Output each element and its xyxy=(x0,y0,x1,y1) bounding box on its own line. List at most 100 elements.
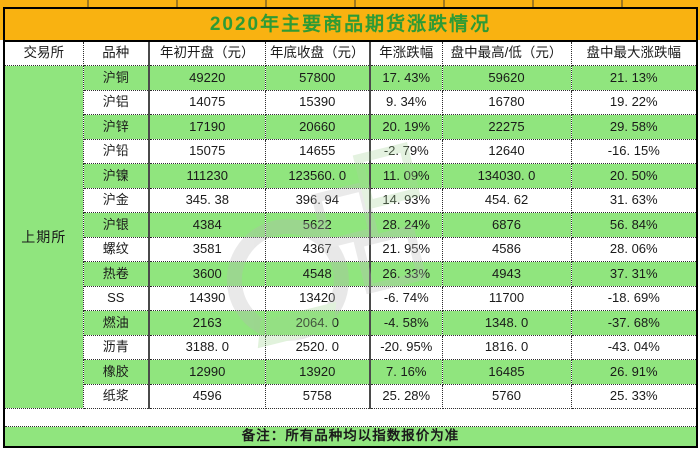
cell-open: 4384 xyxy=(148,212,266,238)
cell-intraday_high_low: 134030. 0 xyxy=(441,163,572,189)
cell-intraday_high_low: 6876 xyxy=(441,212,572,238)
cell-variety: 螺纹 xyxy=(82,236,150,262)
cell-open: 2163 xyxy=(148,310,266,336)
cell-year_change: -4. 58% xyxy=(369,310,443,336)
cell-open: 3188. 0 xyxy=(148,334,266,360)
table-row: 螺纹 3581 4367 21. 95% 4586 28. 06% xyxy=(4,236,698,262)
cell-year_change: 7. 16% xyxy=(369,359,443,385)
cell-intraday_high_low: 4586 xyxy=(441,236,572,262)
cell-open: 17190 xyxy=(148,114,266,140)
cell-year_change: 21. 95% xyxy=(369,236,443,262)
cell-variety: 沪锌 xyxy=(82,114,150,140)
table-row: 沪金 345. 38 396. 94 14. 93% 454. 62 31. 63% xyxy=(4,187,698,213)
cell-max_intraday_change: -16. 15% xyxy=(570,138,698,164)
cell-year_change: -6. 74% xyxy=(369,285,443,311)
cell-close: 396. 94 xyxy=(264,187,371,213)
cell-year_change: -20. 95% xyxy=(369,334,443,360)
spacer-cell xyxy=(3,408,698,427)
table-row: 热卷 3600 4548 26. 33% 4943 37. 31% xyxy=(4,261,698,287)
cell-year_change: 20. 19% xyxy=(369,114,443,140)
table-row: 上期所 沪铜 49220 57800 17. 43% 59620 21. 13% xyxy=(3,65,698,409)
cell-max_intraday_change: 28. 06% xyxy=(570,236,698,262)
table-note: 备注：所有品种均以指数报价为准 xyxy=(3,426,698,448)
cell-close: 57800 xyxy=(264,65,371,91)
table-row: 纸浆 4596 5758 25. 28% 5760 25. 33% xyxy=(4,383,698,409)
table-row: 沪银 4384 5622 28. 24% 6876 56. 84% xyxy=(4,212,698,238)
cell-close: 2064. 0 xyxy=(264,310,371,336)
cell-max_intraday_change: 25. 33% xyxy=(570,383,698,409)
cell-open: 49220 xyxy=(148,65,266,91)
cell-close: 4367 xyxy=(264,236,371,262)
cell-variety: 燃油 xyxy=(82,310,150,336)
note-row: 备注：所有品种均以指数报价为准 xyxy=(3,426,698,448)
cell-year_change: 26. 33% xyxy=(369,261,443,287)
cell-close: 13920 xyxy=(264,359,371,385)
table-row: 沪镍 111230 123560. 0 11. 09% 134030. 0 20. 50% xyxy=(4,163,698,189)
cell-close: 2520. 0 xyxy=(264,334,371,360)
cell-year_change: 17. 43% xyxy=(369,65,443,91)
table-row: 沪铅 15075 14655 -2. 79% 12640 -16. 15% xyxy=(4,138,698,164)
cell-open: 12990 xyxy=(148,359,266,385)
table-title: 2020年主要商品期货涨跌情况 xyxy=(3,7,698,42)
column-header-variety: 品种 xyxy=(82,40,150,66)
cell-year_change: 28. 24% xyxy=(369,212,443,238)
cell-intraday_high_low: 5760 xyxy=(441,383,572,409)
cell-variety: 沪金 xyxy=(82,187,150,213)
cell-close: 15390 xyxy=(264,89,371,115)
top-cell-ticks xyxy=(0,0,700,7)
cell-intraday_high_low: 16780 xyxy=(441,89,572,115)
cell-year_change: 14. 93% xyxy=(369,187,443,213)
cell-close: 4548 xyxy=(264,261,371,287)
header-row: 交易所 品种 年初开盘（元） 年底收盘（元） 年涨跌幅 盘中最高/低（元） 盘中… xyxy=(3,40,698,66)
cell-intraday_high_low: 1348. 0 xyxy=(441,310,572,336)
cell-close: 5622 xyxy=(264,212,371,238)
cell-max_intraday_change: 19. 22% xyxy=(570,89,698,115)
cell-max_intraday_change: 20. 50% xyxy=(570,163,698,189)
cell-year_change: 9. 34% xyxy=(369,89,443,115)
cell-max_intraday_change: 26. 91% xyxy=(570,359,698,385)
cell-intraday_high_low: 4943 xyxy=(441,261,572,287)
cell-year_change: 11. 09% xyxy=(369,163,443,189)
cell-close: 14655 xyxy=(264,138,371,164)
cell-variety: 沪铝 xyxy=(82,89,150,115)
column-header-max-intraday-change: 盘中最大涨跌幅 xyxy=(570,40,698,66)
cell-intraday_high_low: 454. 62 xyxy=(441,187,572,213)
table-row: SS 14390 13420 -6. 74% 11700 -18. 69% xyxy=(4,285,698,311)
cell-variety: 沪铜 xyxy=(82,65,150,91)
table-row: 沪铝 14075 15390 9. 34% 16780 19. 22% xyxy=(4,89,698,115)
cell-intraday_high_low: 12640 xyxy=(441,138,572,164)
cell-close: 13420 xyxy=(264,285,371,311)
cell-open: 14390 xyxy=(148,285,266,311)
table-row: 燃油 2163 2064. 0 -4. 58% 1348. 0 -37. 68% xyxy=(4,310,698,336)
cell-max_intraday_change: 56. 84% xyxy=(570,212,698,238)
cell-close: 123560. 0 xyxy=(264,163,371,189)
column-header-year-change: 年涨跌幅 xyxy=(369,40,443,66)
cell-variety: 沥青 xyxy=(82,334,150,360)
table-row: 沥青 3188. 0 2520. 0 -20. 95% 1816. 0 -43. 04% xyxy=(4,334,698,360)
cell-intraday_high_low: 16485 xyxy=(441,359,572,385)
cell-max_intraday_change: -37. 68% xyxy=(570,310,698,336)
cell-variety: 沪镍 xyxy=(82,163,150,189)
table-row: 橡胶 12990 13920 7. 16% 16485 26. 91% xyxy=(4,359,698,385)
exchange-cell: 上期所 xyxy=(3,65,84,409)
cell-max_intraday_change: 21. 13% xyxy=(570,65,698,91)
cell-intraday_high_low: 1816. 0 xyxy=(441,334,572,360)
table-body: 上期所 沪铜 49220 57800 17. 43% 59620 21. 13% 沪铝 1407… xyxy=(3,65,698,409)
cell-open: 345. 38 xyxy=(148,187,266,213)
cell-max_intraday_change: -43. 04% xyxy=(570,334,698,360)
table-row: 沪锌 17190 20660 20. 19% 22275 29. 58% xyxy=(4,114,698,140)
cell-variety: 沪银 xyxy=(82,212,150,238)
futures-table: 2020年主要商品期货涨跌情况 交易所 品种 年初开盘（元） 年底收盘（元） 年… xyxy=(3,7,698,448)
cell-variety: 沪铅 xyxy=(82,138,150,164)
cell-close: 5758 xyxy=(264,383,371,409)
cell-open: 15075 xyxy=(148,138,266,164)
cell-intraday_high_low: 11700 xyxy=(441,285,572,311)
cell-open: 4596 xyxy=(148,383,266,409)
column-header-close: 年底收盘（元） xyxy=(264,40,371,66)
cell-intraday_high_low: 59620 xyxy=(441,65,572,91)
cell-open: 14075 xyxy=(148,89,266,115)
title-row: 2020年主要商品期货涨跌情况 xyxy=(3,7,698,42)
cell-max_intraday_change: -18. 69% xyxy=(570,285,698,311)
cell-max_intraday_change: 31. 63% xyxy=(570,187,698,213)
